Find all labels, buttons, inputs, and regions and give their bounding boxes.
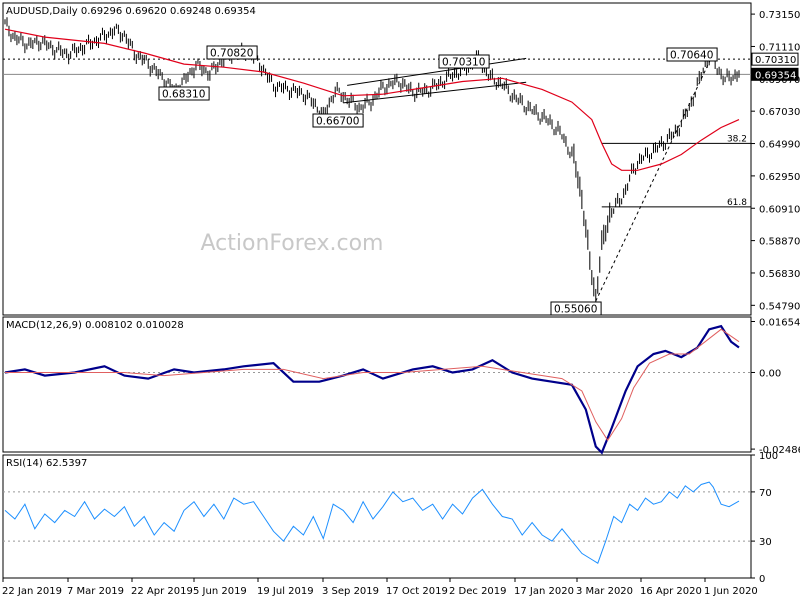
- price-y-tick-label: 0.71110: [759, 42, 800, 53]
- macd-panel-frame: [2, 316, 752, 453]
- x-tick-label: 17 Oct 2019: [386, 586, 448, 597]
- x-tick-label: 19 Jul 2019: [257, 586, 314, 597]
- channel-upper-line: [347, 57, 527, 86]
- annotation-70640-box: [666, 47, 718, 62]
- x-tick-label: 3 Sep 2019: [322, 586, 379, 597]
- annotation-66700-box: [312, 113, 364, 128]
- last-price-label-bg: [751, 67, 799, 81]
- price-y-tick-label: 0.58870: [759, 237, 800, 248]
- x-tick-label: 22 Jan 2019: [2, 586, 62, 597]
- price-y-tick-label: 0.73150: [759, 10, 800, 21]
- price-y-tick-label: 0.56830: [759, 269, 800, 280]
- fib-61-label: 61.8: [727, 198, 747, 208]
- annotation-55060-box: [550, 301, 602, 316]
- price-y-tick-label: 0.67030: [759, 107, 800, 118]
- x-tick-label: 17 Jan 2020: [514, 586, 574, 597]
- annotation-70820: 0.70820: [210, 48, 253, 60]
- resistance-price-label-bg: [751, 52, 799, 66]
- rsi-line: [4, 481, 740, 564]
- fib-38-label: 38.2: [727, 134, 747, 144]
- annotation-70820-box: [206, 45, 258, 60]
- x-tick-label: 5 Jun 2019: [193, 586, 247, 597]
- price-y-tick-label: 0.64990: [759, 140, 800, 151]
- macd-y-tick-label: -0.02486: [759, 445, 800, 456]
- price-panel-frame: [2, 2, 752, 316]
- chart-marks-layer: 0.731500.711100.690700.670300.649900.629…: [2, 10, 800, 597]
- x-tick-label: 16 Apr 2020: [640, 586, 702, 597]
- annotation-68310-box: [158, 86, 210, 101]
- macd-line: [4, 324, 740, 455]
- x-tick-label: 7 Mar 2019: [67, 586, 124, 597]
- macd-panel-title: MACD(12,26,9) 0.008102 0.010028: [6, 320, 184, 331]
- channel-lower-line: [343, 81, 527, 104]
- price-y-tick-label: 0.62950: [759, 172, 800, 183]
- x-tick-label: 22 Apr 2019: [131, 586, 193, 597]
- x-tick-label: 2 Dec 2019: [449, 586, 507, 597]
- annotation-68310: 0.68310: [162, 89, 205, 101]
- rsi-panel-frame: [2, 454, 752, 579]
- moving-average-line: [4, 28, 740, 171]
- price-panel-title: AUDUSD,Daily 0.69296 0.69620 0.69248 0.6…: [6, 6, 256, 17]
- watermark: ActionForex.com: [201, 231, 384, 256]
- annotation-66700: 0.66700: [316, 116, 359, 128]
- last-price-label: 0.69354: [755, 70, 796, 81]
- rsi-y-tick-label: 70: [759, 488, 772, 499]
- rsi-panel-title: RSI(14) 62.5397: [6, 458, 87, 469]
- macd-y-tick-label: 0.01654: [759, 318, 800, 329]
- macd-y-tick-label: 0.00: [759, 368, 781, 379]
- macd-signal-line: [5, 328, 740, 442]
- rsi-y-tick-label: 30: [759, 537, 772, 548]
- rsi-y-tick-label: 100: [759, 451, 778, 462]
- price-y-tick-label: 0.54790: [759, 301, 800, 312]
- x-tick-label: 1 Jun 2020: [704, 586, 758, 597]
- rsi-y-tick-label: 0: [759, 574, 765, 585]
- annotation-70640: 0.70640: [670, 50, 713, 62]
- annotation-55060: 0.55060: [554, 304, 597, 316]
- annotation-70310-box: [438, 54, 490, 69]
- annotation-70310: 0.70310: [442, 57, 485, 69]
- x-tick-label: 3 Mar 2020: [576, 586, 633, 597]
- price-y-tick-label: 0.60910: [759, 204, 800, 215]
- resistance-price-label: 0.70310: [755, 55, 796, 66]
